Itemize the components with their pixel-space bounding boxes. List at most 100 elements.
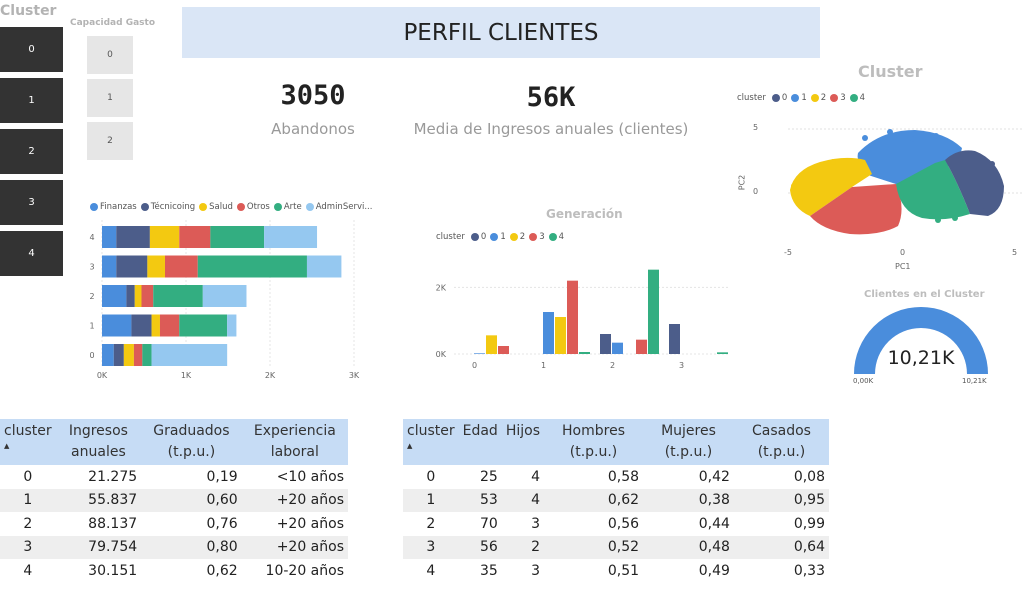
table2-sort-icon[interactable]: ▲ [407,442,413,450]
table2-row: 1 53 4 0,62 0,38 0,95 [403,488,829,512]
gasto-slicer-item-1[interactable]: 1 [87,79,133,117]
profession-legend-dot-0 [90,203,98,211]
table2-header-5[interactable]: Casados (t.p.u.) [733,419,829,465]
generacion-legend-label-0[interactable]: 0 [480,232,487,242]
scatter-legend-dot-1 [791,94,800,102]
scatter-legend-label-3[interactable]: 3 [840,93,846,103]
table1-header-2[interactable]: Graduados (t.p.u.) [141,419,242,465]
table2-header-2[interactable]: Hijos [501,419,544,465]
generacion-bar-chart: 2K 0K 0 1 2 3 [436,269,730,370]
profession-ytick-1: 1 [89,322,94,331]
table1-header-3[interactable]: Experiencia laboral [241,419,348,465]
profession-bar-1-0 [102,314,132,337]
scatter-region-cluster-2 [790,157,872,216]
generacion-bar-2-4 [648,269,659,354]
cluster-slicer-title: Cluster [0,3,57,19]
gasto-slicer-item-2[interactable]: 2 [87,122,133,160]
table2-cell: 0 [426,468,436,485]
generacion-bar-2-1 [612,342,623,354]
cluster-slicer-item-0[interactable]: 0 [0,27,63,72]
table2-cell: 0,51 [607,562,640,579]
table2-cell: 4 [531,468,540,485]
profession-bar-3-2 [147,255,165,278]
table2-cell: 0,99 [793,515,825,532]
cluster-slicer-item-3[interactable]: 3 [0,180,63,225]
profession-legend-label-2[interactable]: Salud [209,202,233,212]
generacion-legend-label-1[interactable]: 1 [500,232,506,242]
scatter-legend-label-1[interactable]: 1 [801,93,807,103]
table1-cell: 2 [23,515,33,532]
profession-legend-label-4[interactable]: Arte [283,202,302,212]
table2-cell: 35 [480,562,498,579]
generacion-legend-dot-0 [470,233,479,241]
generacion-legend-dot-1 [490,233,499,241]
generacion-legend-label-2[interactable]: 2 [519,232,526,242]
scatter-legend-label-4[interactable]: 4 [859,93,866,103]
table2-cell: 3 [403,535,459,559]
profession-bar-4-5 [264,226,318,248]
profession-bar-1-4 [179,314,228,337]
profession-bar-3-0 [102,255,117,278]
table2-cell: 53 [458,488,502,512]
profession-legend-label-0[interactable]: Finanzas [100,202,137,212]
profession-bar-2-2 [134,285,142,307]
scatter-points-cluster-0 [983,161,1003,213]
table2-row: 4 35 3 0,51 0,49 0,33 [403,559,829,583]
table1-cell: 0,60 [141,488,242,512]
profession-xtick: 1K [181,371,192,380]
scatter-ylabel: PC2 [737,174,747,191]
cluster-slicer-item-4[interactable]: 4 [0,231,63,276]
profession-legend-dot-1 [140,203,149,211]
gauge-value: 10,21K [887,347,955,369]
table2-header-1[interactable]: Edad [458,419,502,465]
scatter-region-cluster-4 [896,160,970,220]
table1-row: 1 55.837 0,60 +20 años [0,488,348,512]
profession-legend-dot-4 [273,203,282,211]
table2-cell: 0,33 [793,562,825,579]
profession-bar-4-1 [116,226,150,248]
profession-bar-1-1 [131,314,152,337]
profession-bar-0-1 [113,344,124,366]
cluster-slicer-item-1[interactable]: 1 [0,78,63,123]
gauge-max: 10,21K [962,377,987,385]
scatter-xlabel: PC1 [895,262,911,271]
profession-legend-label-5[interactable]: AdminServi... [315,202,373,212]
profession-ytick-0: 0 [89,351,94,360]
table1-header-0[interactable]: cluster ▲ [0,419,56,465]
table2-cell: 25 [480,468,498,485]
cluster-slicer-item-2[interactable]: 2 [0,129,63,174]
generacion-legend-title: cluster [436,232,465,242]
generacion-legend-label-4[interactable]: 4 [558,232,565,242]
gasto-slicer-item-0[interactable]: 0 [87,36,133,74]
table2-cell: 0,48 [643,535,734,559]
profession-xtick: 0K [97,371,108,380]
cluster-demographics-table: cluster ▲ Edad Hijos Hombres (t.p.u.) Mujeres… [403,419,829,583]
profession-legend-label-3[interactable]: Otros [246,202,270,212]
table1-cell: 30.151 [88,562,138,579]
scatter-legend-label-2[interactable]: 2 [820,93,827,103]
generacion-legend-dot-4 [548,233,557,241]
generacion-bar-1-1 [543,312,554,354]
generacion-bar-2-0 [600,334,611,354]
table2-header-4[interactable]: Mujeres (t.p.u.) [643,419,734,465]
kpi-abandonos-label: Abandonos [271,120,355,138]
table1-sort-icon[interactable]: ▲ [4,442,10,450]
scatter-points-cluster-1 [862,129,939,142]
gasto-slicer-title: Capacidad Gasto [70,18,156,28]
table2-cell: 0,08 [793,468,825,485]
generacion-xtick-0: 0 [472,361,477,370]
table2-header-3[interactable]: Hombres (t.p.u.) [544,419,644,465]
scatter-region-cluster-3 [810,184,902,235]
scatter-legend-label-0[interactable]: 0 [781,93,788,103]
scatter-legend-dot-2 [810,94,819,102]
table1-cell: 10-20 años [265,562,344,579]
table2-header-0[interactable]: cluster ▲ [403,419,459,465]
table2-cell: 3 [531,562,540,579]
cluster-scatter-chart [788,128,1022,235]
profession-bar-4-4 [210,226,265,248]
kpi-ingresos-label: Media de Ingresos anuales (clientes) [413,120,689,138]
generacion-legend-label-3[interactable]: 3 [539,232,545,242]
generacion-bar-1-3 [567,280,578,354]
profession-legend-label-1[interactable]: Técnicoing [150,202,196,212]
table1-header-1[interactable]: Ingresos anuales [55,419,142,465]
